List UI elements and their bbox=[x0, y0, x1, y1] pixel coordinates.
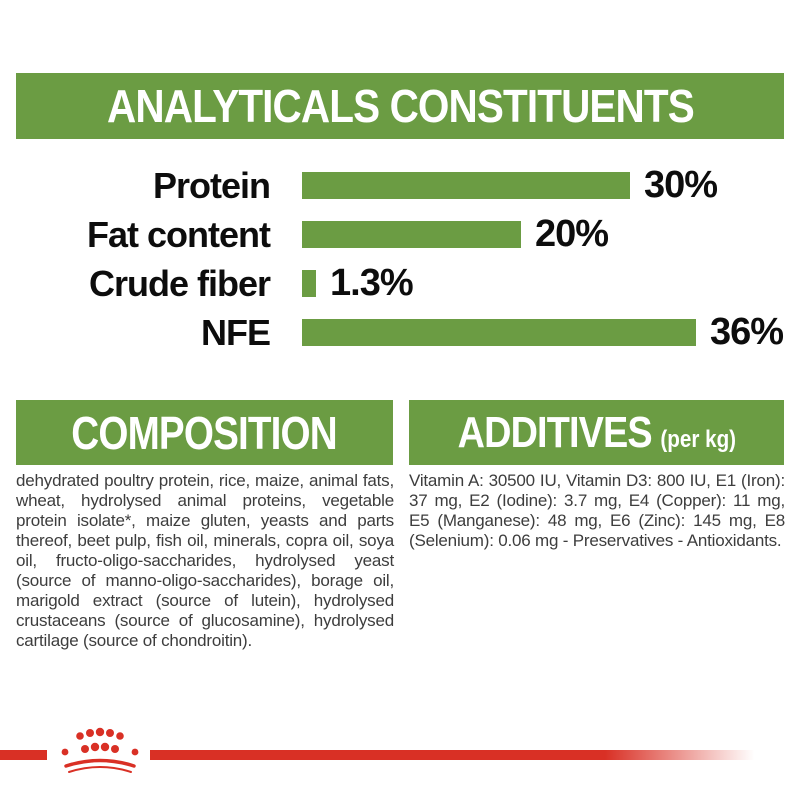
additives-title: ADDITIVES bbox=[457, 407, 652, 457]
footer-rule-left bbox=[0, 750, 47, 760]
footer-rule-right bbox=[150, 750, 800, 760]
bar-value: 30% bbox=[644, 164, 718, 206]
bar bbox=[302, 221, 521, 248]
chart-row: NFE 36% bbox=[0, 311, 800, 353]
bar bbox=[302, 270, 316, 297]
additives-per-kg-suffix: (per kg) bbox=[660, 425, 736, 453]
bar-label: Crude fiber bbox=[88, 262, 271, 304]
bar-value: 1.3% bbox=[330, 262, 414, 304]
composition-title: COMPOSITION bbox=[71, 406, 338, 459]
analyticals-constituents-title: ANALYTICALS CONSTITUENTS bbox=[106, 80, 695, 132]
analytical-constituents-bar-chart: Protein 30% Fat content 20% Crude fiber 1.3% N… bbox=[0, 164, 800, 353]
chart-row: Fat content 20% bbox=[0, 213, 800, 255]
additives-banner: ADDITIVES (per kg) bbox=[409, 400, 784, 465]
composition-banner: COMPOSITION bbox=[16, 400, 393, 465]
bar bbox=[302, 172, 630, 199]
bar-value: 36% bbox=[710, 311, 784, 353]
analyticals-constituents-banner: ANALYTICALS CONSTITUENTS bbox=[16, 73, 784, 139]
composition-body: dehydrated poultry protein, rice, maize,… bbox=[16, 471, 394, 650]
bar-label: Fat content bbox=[87, 213, 271, 255]
bar-label: NFE bbox=[201, 311, 271, 353]
chart-row: Crude fiber 1.3% bbox=[0, 262, 800, 304]
chart-row: Protein 30% bbox=[0, 164, 800, 206]
bar-value: 20% bbox=[535, 213, 609, 255]
bar bbox=[302, 319, 696, 346]
royal-canin-crown-icon bbox=[61, 727, 139, 773]
additives-body: Vitamin A: 30500 IU, Vitamin D3: 800 IU,… bbox=[409, 471, 785, 550]
bar-label: Protein bbox=[152, 164, 271, 206]
